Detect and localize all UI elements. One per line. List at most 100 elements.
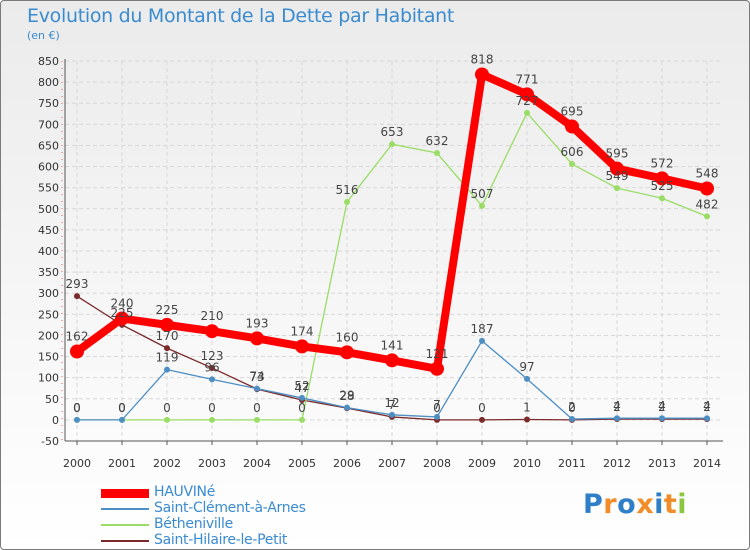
legend-swatch (101, 508, 149, 510)
x-tick-label: 2004 (243, 457, 271, 470)
legend-swatch (101, 524, 149, 526)
legend-label: Saint-Hilaire-le-Petit (154, 532, 288, 548)
data-label: 28 (339, 389, 354, 403)
logo-letter: x (636, 489, 655, 520)
data-label: 73 (249, 370, 264, 384)
logo-letter: o (617, 489, 637, 520)
data-label: 516 (336, 183, 359, 197)
y-tick-label: 250 (38, 308, 59, 321)
x-tick-label: 2007 (378, 457, 406, 470)
data-label: 0 (208, 401, 216, 415)
data-point (569, 161, 575, 168)
data-point (475, 67, 489, 82)
chart-title: Evolution du Montant de la Dette par Hab… (27, 5, 455, 27)
data-point (569, 416, 575, 423)
data-label: 187 (471, 322, 494, 336)
data-label: 0 (163, 401, 171, 415)
data-label: 0 (433, 401, 441, 415)
legend-item: Saint-Clément-à-Arnes (101, 500, 421, 517)
legend-item: Bétheniville (101, 516, 421, 533)
data-label: 141 (381, 338, 404, 352)
data-point (565, 119, 579, 134)
data-label: 0 (253, 401, 261, 415)
data-point (524, 109, 530, 116)
data-point (610, 161, 624, 176)
data-point (164, 345, 170, 352)
data-point (434, 150, 440, 157)
logo-letter: t (663, 489, 678, 520)
axes: -500501001502002503003504004505005506006… (38, 55, 723, 470)
data-label: 525 (651, 179, 674, 193)
data-label: 170 (156, 329, 179, 343)
data-point (614, 185, 620, 192)
proxiti-logo: Proxiti (583, 489, 687, 520)
grid (65, 60, 723, 442)
y-tick-label: 550 (38, 182, 59, 195)
data-label: 74 (249, 370, 264, 384)
data-label: 29 (339, 389, 354, 403)
data-point (344, 404, 350, 411)
x-tick-label: 2009 (468, 457, 496, 470)
data-point (659, 415, 665, 422)
data-label: 225 (156, 303, 179, 317)
data-label: 52 (294, 379, 309, 393)
data-point (164, 366, 170, 373)
data-label: 123 (201, 349, 224, 363)
x-tick-label: 2008 (423, 457, 451, 470)
data-point (614, 415, 620, 422)
y-tick-label: 200 (38, 329, 59, 342)
legend-label: HAUVINé (154, 484, 216, 500)
data-point (385, 353, 399, 368)
data-label: 0 (298, 401, 306, 415)
y-tick-label: 600 (38, 161, 59, 174)
data-point (389, 141, 395, 148)
data-point (119, 416, 125, 423)
legend-swatch (101, 488, 149, 498)
data-point (340, 345, 354, 360)
logo-letter: r (603, 489, 618, 520)
data-point (209, 416, 215, 423)
data-point (434, 413, 440, 420)
data-label: 549 (606, 169, 629, 183)
data-label: 482 (696, 197, 719, 211)
data-label: 47 (294, 381, 309, 395)
data-point (430, 361, 444, 376)
data-point (479, 337, 485, 344)
logo-letter: i (677, 489, 688, 520)
data-point (209, 376, 215, 383)
data-point (295, 339, 309, 354)
data-label: 293 (66, 277, 89, 291)
data-label: 225 (111, 306, 134, 320)
data-point (659, 195, 665, 202)
data-point (479, 202, 485, 209)
series-lines (70, 67, 714, 423)
data-label: 695 (561, 104, 584, 118)
data-label: 119 (156, 351, 179, 365)
data-label: 2 (703, 400, 711, 414)
data-label: 4 (703, 399, 711, 413)
data-label: 653 (381, 125, 404, 139)
unit-label: (en €) (27, 29, 60, 42)
x-tick-label: 2011 (558, 457, 586, 470)
data-point (704, 415, 710, 422)
data-point (160, 317, 174, 332)
data-label: 595 (606, 147, 629, 161)
y-tick-label: 800 (38, 76, 59, 89)
data-label: 548 (696, 167, 719, 181)
y-tick-label: 350 (38, 266, 59, 279)
data-label: 160 (336, 330, 359, 344)
y-tick-label: 450 (38, 224, 59, 237)
data-label: 12 (384, 396, 399, 410)
data-label: 240 (111, 297, 134, 311)
data-point (70, 344, 84, 359)
data-point (209, 364, 215, 371)
logo-letter: i (654, 489, 664, 520)
legend: HAUVINé Saint-Clément-à-Arnes Bétheniville… (101, 484, 421, 549)
data-point (524, 375, 530, 382)
data-label: 507 (471, 187, 494, 201)
y-tick-label: -50 (41, 435, 59, 448)
x-tick-label: 2003 (198, 457, 226, 470)
